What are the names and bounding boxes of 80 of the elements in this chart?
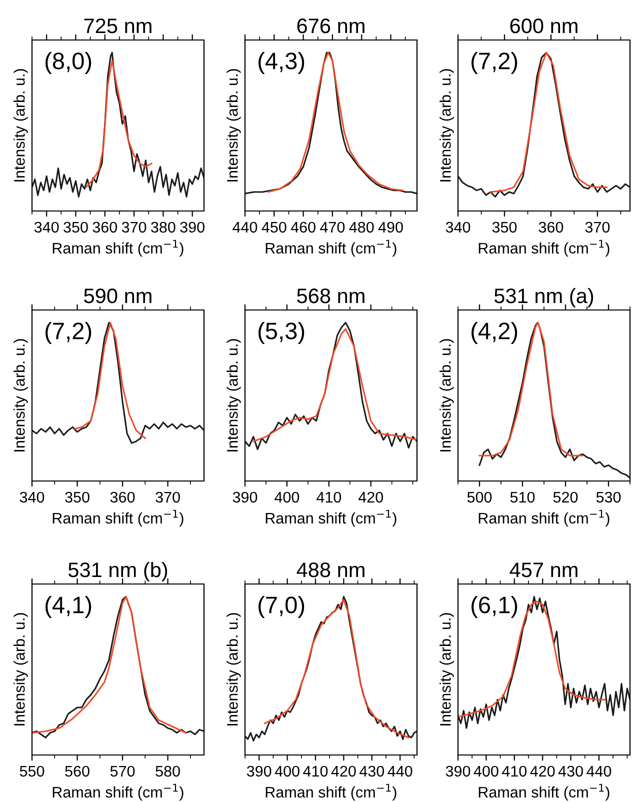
x-tick-label: 430 [558,766,583,777]
y-axis-title: Intensity (arb. u.) [14,339,28,452]
x-tick-label: 580 [156,766,180,777]
x-tick-label: 340 [34,222,59,233]
x-tick-label: 440 [388,766,412,777]
annotation: (7,2) [46,322,92,344]
annotation: (6,1) [472,596,518,618]
x-tick-label: 440 [232,222,258,233]
x-axis-title: Raman shift (cm$^{−1}$) [266,510,396,527]
annotation: (7,0) [258,596,304,618]
x-tick-label: 440 [586,766,612,777]
chart-title: 457 nm [510,562,578,578]
x-tick-label: 350 [492,222,517,233]
x-tick-label: 400 [274,766,300,777]
annotation: (4,1) [46,596,92,618]
x-tick-label: 360 [538,222,564,233]
y-axis-title: Intensity (arb. u.) [226,613,241,726]
x-tick-label: 390 [246,766,272,777]
x-axis-title: Raman shift (cm$^{−1}$) [52,240,184,257]
x-tick-label: 460 [290,222,316,233]
y-axis-title: Intensity (arb. u.) [440,69,454,182]
x-axis-title: Raman shift (cm$^{−1}$) [266,784,396,801]
x-axis-title: Raman shift (cm$^{−1}$) [266,240,396,257]
x-tick-label: 410 [303,766,328,777]
x-tick-label: 410 [316,492,342,503]
x-tick-label: 420 [331,766,356,777]
x-tick-label: 360 [92,222,118,233]
x-tick-label: 370 [585,222,610,233]
x-tick-label: 490 [378,222,403,233]
x-tick-label: 400 [274,492,300,503]
x-tick-label: 390 [180,222,204,233]
annotation: (7,2) [472,52,518,74]
x-tick-label: 570 [110,766,135,777]
chart-title: 568 nm [297,288,364,304]
annotation: (5,3) [258,322,304,344]
annotation: (4,3) [258,52,304,74]
x-tick-label: 380 [151,222,176,233]
y-axis-title: Intensity (arb. u.) [440,613,454,726]
x-tick-label: 450 [262,222,286,233]
y-axis-title: Intensity (arb. u.) [14,69,28,182]
chart-title: 676 nm [297,18,364,34]
x-axis-title: Raman shift (cm$^{−1}$) [478,240,610,257]
chart-title: 488 nm [296,562,364,578]
x-tick-label: 410 [502,766,527,777]
x-axis-title: Raman shift (cm$^{−1}$) [52,784,184,801]
x-axis-title: Raman shift (cm$^{−1}$) [52,510,184,527]
x-tick-label: 350 [64,222,88,233]
x-tick-label: 370 [156,492,180,503]
y-axis-title: Intensity (arb. u.) [440,339,454,452]
x-tick-label: 420 [530,766,555,777]
x-tick-label: 350 [65,492,90,503]
x-tick-label: 360 [110,492,135,503]
x-tick-label: 390 [232,492,258,503]
x-tick-label: 480 [349,222,374,233]
x-tick-label: 500 [467,492,492,503]
x-tick-label: 430 [359,766,384,777]
y-axis-title: Intensity (arb. u.) [226,339,241,452]
y-axis-title: Intensity (arb. u.) [226,69,241,182]
chart-title: 600 nm [510,18,578,34]
x-tick-label: 470 [320,222,345,233]
chart-title: 590 nm [84,288,152,304]
x-tick-label: 510 [510,492,535,503]
x-axis-title: Raman shift (cm$^{−1}$) [478,510,610,527]
x-tick-label: 400 [474,766,498,777]
y-axis-title: Intensity (arb. u.) [14,613,28,726]
x-axis-title: Raman shift (cm$^{−1}$) [478,784,610,801]
x-tick-label: 340 [20,492,44,503]
chart-title: 531 nm (a) [494,288,594,308]
annotation: (8,0) [46,52,92,74]
x-tick-label: 340 [446,222,470,233]
x-tick-label: 560 [65,766,90,777]
chart-title: 531 nm (b) [68,562,168,582]
x-tick-label: 550 [20,766,44,777]
x-tick-label: 390 [446,766,470,777]
chart-title: 725 nm [84,18,152,34]
x-tick-label: 420 [358,492,383,503]
x-tick-label: 370 [122,222,146,233]
x-tick-label: 530 [596,492,621,503]
x-tick-label: 520 [553,492,578,503]
annotation: (4,2) [472,322,518,344]
